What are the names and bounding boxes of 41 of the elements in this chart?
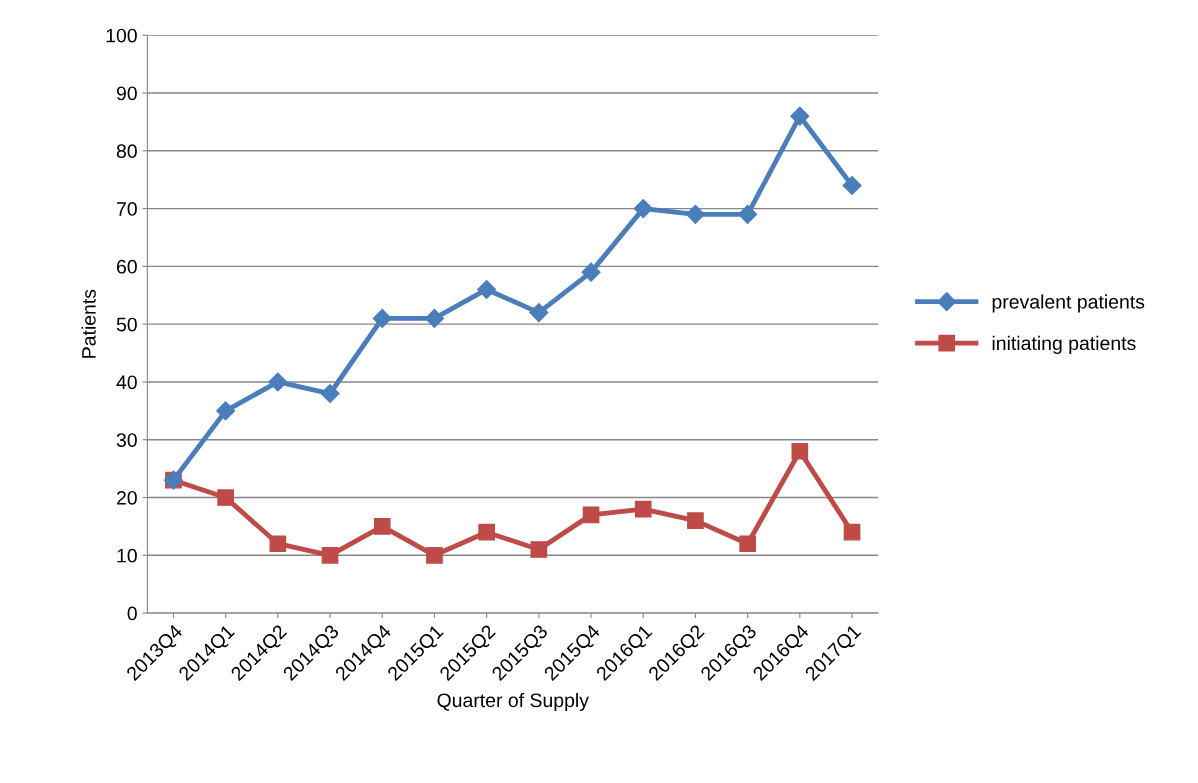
- y-tick-label: 10: [117, 548, 137, 563]
- point: [791, 442, 809, 460]
- point: [739, 535, 756, 553]
- point: [372, 308, 392, 328]
- point: [269, 535, 287, 553]
- y-tick-label: 70: [117, 202, 137, 216]
- point: [478, 523, 495, 541]
- point: [426, 546, 443, 564]
- point: [581, 262, 601, 282]
- point: [633, 199, 653, 219]
- point: [687, 512, 704, 529]
- point: [529, 303, 549, 323]
- point: [424, 308, 444, 328]
- point: [530, 541, 548, 558]
- y-axis-title: Patients: [81, 289, 96, 358]
- point: [790, 106, 810, 126]
- point: [320, 383, 340, 404]
- y-tick-label: 0: [127, 606, 137, 621]
- y-tick-label: 50: [116, 317, 137, 332]
- point: [268, 372, 288, 392]
- point: [477, 279, 497, 300]
- point: [216, 401, 236, 421]
- y-tick-label: 90: [116, 86, 137, 101]
- point: [373, 518, 391, 535]
- point: [321, 546, 339, 564]
- point: [582, 506, 600, 524]
- point: [842, 175, 862, 196]
- y-tick-label: 80: [116, 144, 137, 159]
- y-tick-label: 100: [106, 28, 137, 43]
- point: [843, 523, 861, 541]
- y-tick-label: 30: [116, 433, 137, 447]
- x-axis-title: Quarter of Supply: [437, 692, 589, 712]
- point: [738, 204, 758, 224]
- y-tick-label: 20: [116, 490, 137, 505]
- y-tick-label: 40: [116, 375, 137, 390]
- y-tick-label: 60: [116, 259, 137, 274]
- point: [685, 204, 705, 224]
- point: [217, 489, 234, 506]
- legend-label: initiating patients: [992, 335, 1136, 354]
- legend-label: prevalent patients: [992, 294, 1145, 313]
- point: [634, 500, 652, 518]
